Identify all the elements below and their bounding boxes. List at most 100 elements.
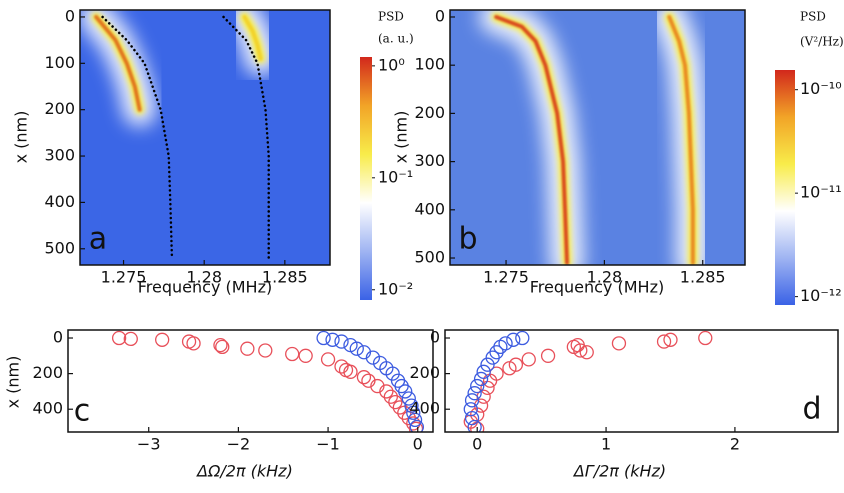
x-tick-label: −3 (137, 435, 161, 454)
scatter-point (470, 378, 485, 394)
scatter-point (404, 398, 419, 413)
scatter-point (579, 345, 594, 360)
x-tick-label: 1.28 (186, 268, 222, 287)
y-tick-label: 200 (32, 363, 63, 382)
heatmap-ridge (494, 14, 570, 265)
scatter-point (240, 341, 255, 356)
scatter-point (398, 384, 413, 399)
plot-area (450, 10, 745, 265)
scatter-point (334, 334, 349, 349)
scatter-point (467, 419, 482, 432)
y-tick-label: 400 (409, 399, 440, 418)
y-axis-label: x (nm) (4, 356, 23, 409)
y-axis-label: x (nm) (392, 111, 411, 164)
scatter-point (502, 361, 517, 376)
x-tick-label: 1 (601, 435, 611, 454)
plot-area (111, 330, 425, 432)
scatter-point (316, 330, 331, 346)
y-axis-label: x (nm) (12, 111, 31, 164)
y-tick-label: 500 (414, 248, 445, 267)
scatter-point (385, 366, 400, 381)
scatter-point (407, 412, 423, 428)
x-axis-label: Frequency (MHz) (530, 278, 664, 297)
scatter-point (379, 384, 394, 399)
colorbar (360, 57, 372, 300)
y-tick-label: 0 (430, 328, 440, 347)
axes-frame (444, 329, 839, 433)
panel: 1.275 1.28 1.285 0 100 200 300 400 500 Frequency … (12, 6, 414, 300)
colorbar-unit: (a. u.) (378, 32, 414, 46)
heatmap-ridge (94, 14, 142, 112)
colorbar-unit: (V²/Hz) (800, 35, 844, 49)
x-tick-label: 1.275 (101, 268, 147, 287)
scatter-point (123, 331, 138, 347)
scatter-point (401, 391, 416, 406)
x-tick-label: −2 (227, 435, 251, 454)
y-tick-label: 400 (44, 192, 75, 211)
scatter-point (611, 336, 627, 351)
x-tick-label: −1 (316, 435, 340, 454)
x-tick-label: 0 (472, 435, 482, 454)
x-axis-label: Frequency (MHz) (138, 278, 272, 297)
scatter-point (186, 336, 201, 351)
model-curve (101, 15, 174, 260)
scatter-point (298, 348, 313, 363)
axes-frame (67, 329, 434, 433)
panel-letter: d (802, 392, 821, 427)
y-tick-label: 100 (414, 55, 445, 74)
scatter-point (406, 405, 421, 420)
scatter-point (663, 332, 678, 347)
y-tick-label: 300 (414, 151, 445, 170)
scatter-point (349, 341, 364, 356)
heatmap-ridge (242, 14, 263, 61)
colorbar-tick-label: 10⁰ (378, 55, 405, 74)
scatter-point (155, 332, 170, 347)
y-tick-label: 300 (44, 146, 75, 165)
y-tick-label: 500 (44, 238, 75, 257)
panel: 1.275 1.28 1.285 0 100 200 300 400 500 Frequency … (392, 6, 844, 305)
colorbar-tick-label: 10⁻² (378, 279, 413, 298)
y-tick-label: 400 (32, 399, 63, 418)
y-tick-label: 400 (414, 199, 445, 218)
scatter-point (480, 357, 495, 372)
scatter-point (215, 339, 230, 355)
colorbar-tick-label: 10⁻¹ (378, 167, 413, 186)
scatter-point (656, 334, 672, 349)
colorbar-tick-label: 10⁻¹² (800, 286, 842, 305)
x-tick-label: 2 (730, 435, 740, 454)
scatter-point (320, 352, 336, 367)
scatter-point (473, 371, 489, 387)
model-curve (222, 15, 270, 260)
scatter-point (698, 330, 713, 346)
scatter-point (515, 330, 530, 346)
x-axis-label: ΔΩ/2π (kHz) (195, 462, 293, 481)
plot-area (463, 330, 713, 432)
x-tick-label: 0 (413, 435, 423, 454)
scatter-point (485, 350, 500, 365)
panel-letter: b (458, 222, 477, 257)
scatter-point (476, 364, 491, 379)
panel: 0 1 2 0 200 400 ΔΓ/2π (kHz) d (409, 328, 839, 481)
x-tick-label: 1.275 (483, 268, 529, 287)
x-tick-label: 1.28 (587, 268, 623, 287)
scatter-point (111, 330, 127, 346)
y-tick-label: 100 (44, 53, 75, 72)
y-tick-label: 0 (53, 328, 63, 347)
scatter-point (464, 410, 480, 426)
scatter-point (365, 350, 381, 365)
scatter-point (409, 419, 425, 432)
scatter-point (506, 332, 521, 347)
y-tick-label: 0 (65, 6, 75, 25)
y-tick-label: 0 (435, 6, 445, 25)
scatter-point (356, 370, 372, 385)
panel-letter: a (89, 222, 107, 257)
scatter-point (213, 337, 228, 353)
scatter-point (343, 364, 358, 379)
scatter-point (258, 343, 273, 358)
heatmap-ridge (667, 14, 695, 265)
scatter-point (467, 386, 482, 401)
scatter-point (540, 348, 556, 363)
scatter-point (325, 332, 340, 347)
colorbar-title: PSD (800, 10, 826, 24)
